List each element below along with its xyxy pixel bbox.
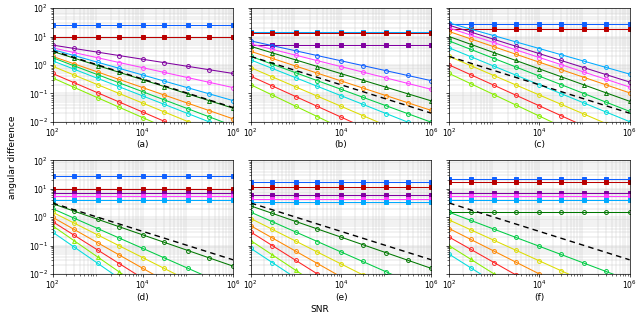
X-axis label: (b): (b): [335, 140, 348, 149]
X-axis label: (a): (a): [136, 140, 149, 149]
X-axis label: (e): (e): [335, 293, 348, 302]
X-axis label: (f): (f): [534, 293, 545, 302]
Text: SNR: SNR: [310, 306, 330, 314]
Text: angular difference: angular difference: [8, 115, 17, 199]
X-axis label: (d): (d): [136, 293, 149, 302]
X-axis label: (c): (c): [533, 140, 545, 149]
